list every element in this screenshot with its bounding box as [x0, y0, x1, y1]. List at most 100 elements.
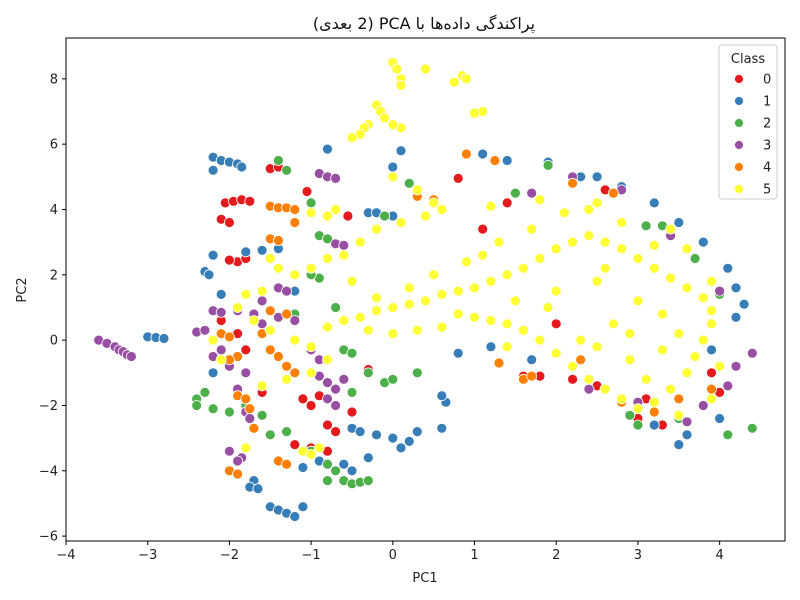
scatter-point-class-0: [223, 254, 235, 266]
scatter-point-class-5: [583, 373, 595, 385]
scatter-point-class-2: [191, 400, 203, 411]
scatter-point-class-3: [199, 324, 211, 336]
scatter-point-class-1: [207, 164, 219, 176]
scatter-point-class-5: [338, 249, 350, 261]
scatter-point-class-1: [436, 390, 448, 402]
scatter-point-class-5: [493, 236, 505, 248]
scatter-point-class-5: [215, 354, 227, 366]
scatter-point-class-0: [223, 217, 235, 228]
scatter-point-class-5: [305, 341, 317, 353]
scatter-point-class-5: [648, 396, 660, 408]
scatter-point-class-5: [436, 204, 448, 215]
scatter-point-class-5: [371, 305, 382, 317]
plot-frame: [65, 37, 786, 542]
scatter-point-class-5: [567, 360, 578, 372]
legend-label-class-0: 0: [763, 73, 771, 88]
scatter-point-class-1: [501, 155, 513, 166]
scatter-point-class-5: [559, 207, 570, 219]
scatter-point-class-5: [591, 341, 603, 353]
scatter-point-class-1: [730, 282, 742, 294]
x-tick-label: 2: [552, 548, 560, 563]
scatter-point-class-5: [616, 243, 627, 255]
scatter-point-class-5: [583, 230, 595, 242]
scatter-point-class-1: [338, 458, 350, 470]
scatter-point-class-5: [305, 207, 317, 219]
scatter-point-class-4: [289, 367, 301, 379]
axis-ticks: −4 −3 −2 −1 0 1 2 3 4 −6 −4 −2 0 2 4 6 8: [39, 72, 724, 563]
scatter-point-class-5: [371, 223, 382, 235]
legend-label-class-2: 2: [763, 117, 771, 132]
scatter-point-class-5: [469, 282, 480, 294]
scatter-point-class-4: [281, 308, 293, 320]
scatter-point-class-5: [648, 239, 660, 251]
scatter-point-class-5: [706, 393, 717, 405]
scatter-point-class-2: [223, 406, 235, 418]
scatter-point-class-5: [281, 373, 293, 385]
scatter-point-class-5: [518, 262, 529, 274]
legend-label-class-5: 5: [763, 183, 771, 198]
y-tick-label: −2: [39, 399, 58, 414]
scatter-point-class-3: [714, 285, 725, 297]
legend-label-class-1: 1: [763, 95, 771, 110]
scatter-point-class-2: [403, 177, 415, 189]
scatter-point-class-5: [518, 324, 529, 336]
scatter-point-class-0: [567, 373, 578, 385]
scatter-point-class-1: [648, 197, 660, 209]
scatter-point-class-4: [264, 305, 276, 317]
scatter-point-class-5: [346, 275, 358, 287]
scatter-point-class-5: [387, 328, 399, 340]
scatter-point-class-5: [501, 318, 513, 330]
scatter-point-class-2: [322, 233, 333, 245]
scatter-point-class-1: [252, 483, 264, 495]
scatter-point-class-5: [272, 262, 284, 274]
scatter-point-class-5: [322, 354, 333, 366]
scatter-point-class-5: [485, 315, 497, 326]
scatter-point-class-5: [322, 253, 333, 264]
scatter-point-class-1: [362, 452, 374, 464]
scatter-point-class-5: [395, 80, 407, 91]
scatter-point-class-0: [706, 367, 717, 379]
scatter-point-class-5: [665, 383, 676, 395]
scatter-point-class-5: [460, 256, 472, 268]
legend-marker-class-0: [734, 74, 744, 84]
scatter-point-class-1: [681, 429, 693, 441]
scatter-point-class-2: [322, 475, 333, 487]
scatter-point-class-1: [297, 462, 309, 473]
x-tick-label: −4: [56, 548, 75, 563]
scatter-point-class-5: [248, 315, 260, 326]
scatter-point-class-5: [624, 328, 636, 340]
scatter-point-class-1: [738, 298, 750, 310]
legend: Class 0 1 2 3 4 5: [718, 44, 778, 200]
scatter-point-class-2: [330, 302, 342, 313]
scatter-point-class-5: [591, 275, 603, 287]
scatter-point-class-3: [330, 383, 342, 395]
scatter-point-class-5: [648, 262, 660, 274]
scatter-point-class-3: [330, 172, 342, 184]
scatter-point-class-5: [346, 132, 358, 144]
scatter-point-class-1: [207, 249, 219, 261]
scatter-point-class-1: [207, 367, 219, 379]
x-tick-label: −1: [302, 548, 321, 563]
chart-title: پراکندگی داده‌ها با PCA (2 بعدی): [313, 14, 535, 34]
scatter-point-class-5: [697, 334, 709, 346]
scatter-point-class-4: [281, 458, 293, 470]
scatter-point-class-5: [240, 288, 252, 300]
x-tick-label: −2: [220, 548, 239, 563]
scatter-point-class-5: [616, 217, 627, 228]
scatter-point-class-1: [485, 341, 497, 353]
scatter-point-class-5: [387, 302, 399, 313]
scatter-point-class-5: [305, 262, 317, 274]
scatter-point-class-5: [305, 367, 317, 379]
scatter-point-class-5: [550, 243, 562, 255]
scatter-point-class-2: [362, 475, 374, 487]
y-tick-label: 0: [50, 334, 58, 349]
y-tick-label: −4: [39, 464, 58, 479]
scatter-point-class-2: [346, 386, 358, 398]
legend-marker-class-3: [734, 140, 744, 150]
scatter-point-class-5: [420, 63, 431, 75]
scatter-point-class-0: [240, 344, 252, 356]
scatter-point-class-5: [477, 249, 489, 261]
scatter-point-class-5: [534, 253, 546, 264]
scatter-point-class-1: [346, 465, 358, 477]
y-tick-label: 4: [50, 203, 58, 218]
